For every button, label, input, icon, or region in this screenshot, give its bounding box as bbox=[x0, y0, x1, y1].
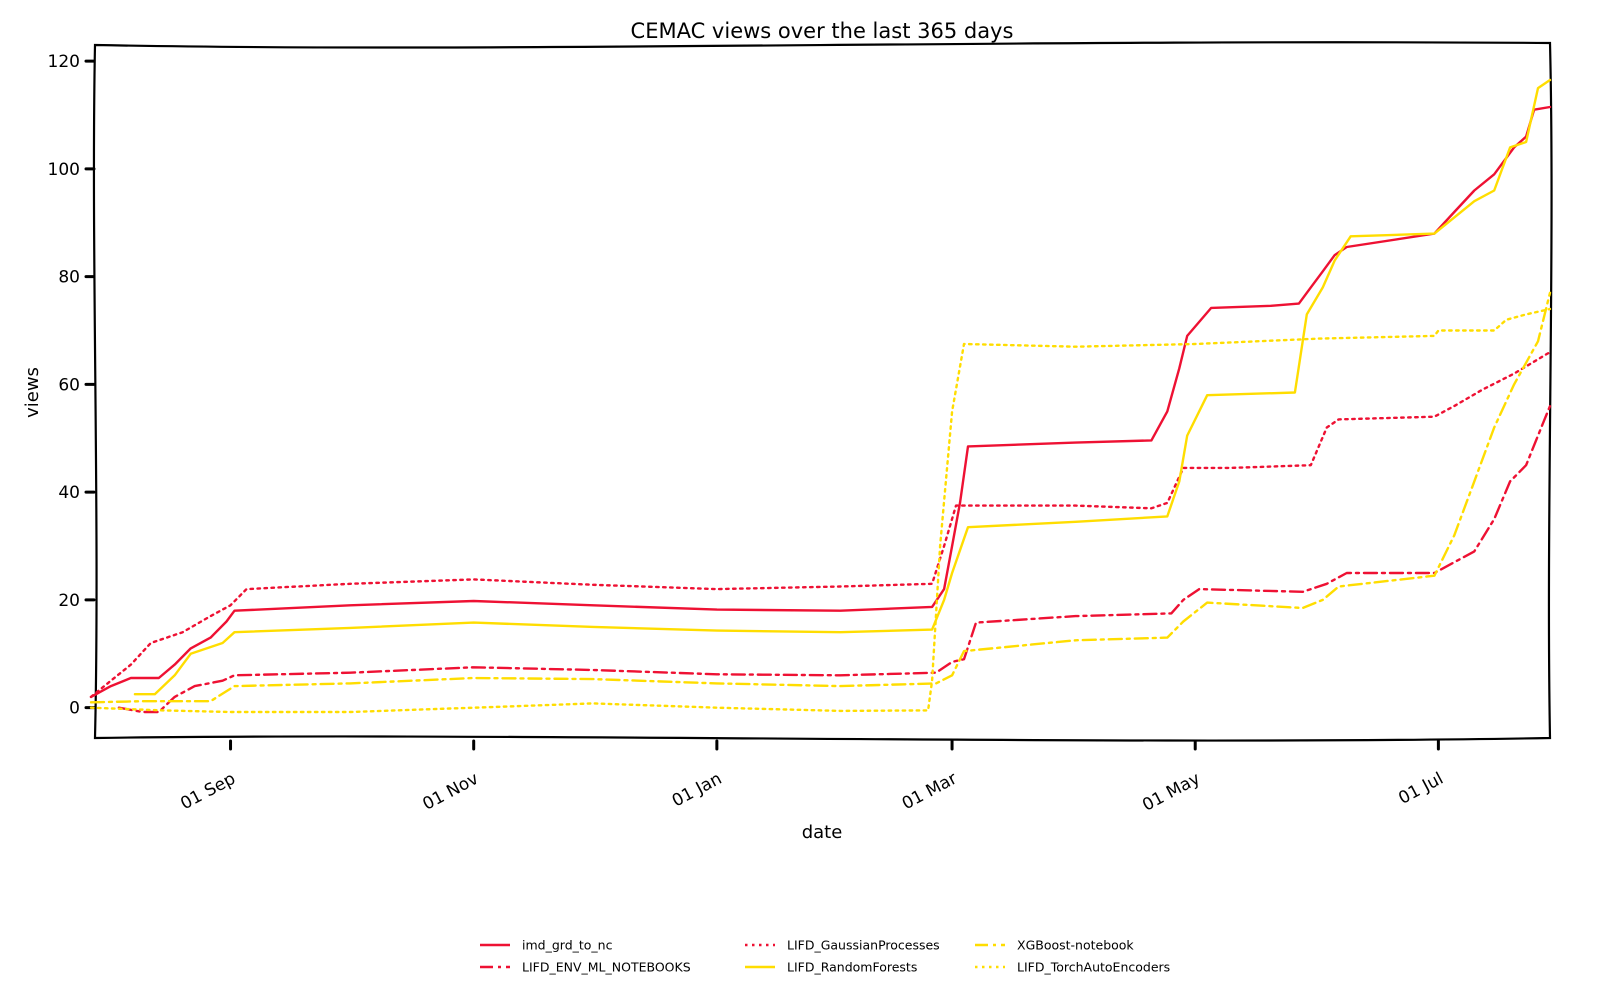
legend: imd_grd_to_nc LIFD_ENV_ML_NOTEBOOKS LIFD_G… bbox=[480, 938, 1170, 975]
legend-label: LIFD_RandomForests bbox=[787, 960, 917, 975]
series-line-LIFD_GaussianProcesses bbox=[89, 350, 1552, 699]
y-tick-label: 20 bbox=[58, 591, 80, 611]
legend-label: LIFD_GaussianProcesses bbox=[787, 938, 940, 953]
series-lines bbox=[89, 78, 1552, 714]
series-line-LIFD_RandomForests bbox=[133, 78, 1552, 696]
legend-label: LIFD_TorchAutoEncoders bbox=[1017, 960, 1170, 975]
x-tick-label: 01 Sep bbox=[177, 769, 239, 814]
series-line-LIFD_ENV_ML_NOTEBOOKS bbox=[117, 404, 1552, 714]
y-tick-label: 40 bbox=[58, 483, 80, 503]
legend-label: imd_grd_to_nc bbox=[522, 938, 613, 953]
x-tick-label: 01 Mar bbox=[899, 769, 961, 814]
plot-frame bbox=[92, 41, 1553, 742]
series-line-LIFD_TorchAutoEncoders bbox=[89, 307, 1552, 714]
x-axis: 01 Sep 01 Nov 01 Jan 01 Mar 01 May 01 Jul bbox=[177, 739, 1447, 816]
legend-label: LIFD_ENV_ML_NOTEBOOKS bbox=[522, 960, 691, 975]
y-tick-label: 80 bbox=[58, 268, 80, 288]
x-tick-label: 01 Nov bbox=[419, 769, 482, 815]
y-tick-label: 60 bbox=[58, 375, 80, 395]
series-line-imd_grd_to_nc bbox=[89, 105, 1552, 699]
y-axis: 0 20 40 60 80 100 120 bbox=[48, 52, 96, 719]
x-tick-label: 01 May bbox=[1139, 769, 1203, 816]
legend-label: XGBoost-notebook bbox=[1017, 938, 1134, 953]
x-tick-label: 01 Jul bbox=[1395, 769, 1446, 809]
series-line-XGBoost-notebook bbox=[89, 291, 1552, 704]
y-axis-label: views bbox=[22, 367, 43, 418]
x-tick-label: 01 Jan bbox=[669, 769, 725, 812]
y-tick-label: 0 bbox=[69, 699, 80, 719]
y-tick-label: 100 bbox=[48, 160, 80, 180]
y-tick-label: 120 bbox=[48, 52, 80, 72]
chart-title: CEMAC views over the last 365 days bbox=[631, 19, 1014, 43]
x-axis-label: date bbox=[802, 822, 843, 843]
